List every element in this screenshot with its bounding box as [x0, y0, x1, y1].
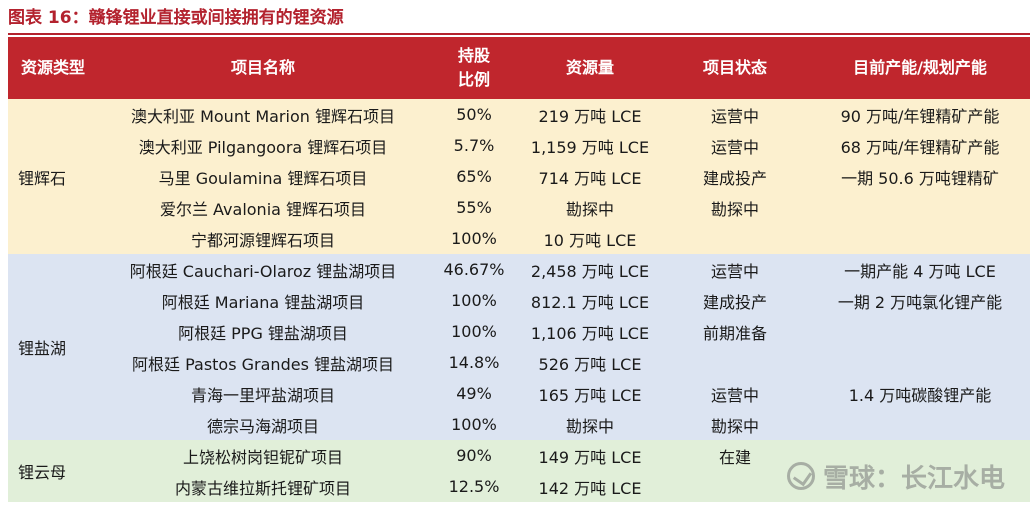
resource-value: 勘探中: [520, 409, 660, 440]
capacity-value: [810, 192, 1030, 223]
project-name: 阿根廷 Mariana 锂盐湖项目: [98, 285, 428, 316]
project-name: 德宗马海湖项目: [98, 409, 428, 440]
share-value: 49%: [428, 378, 520, 409]
header-share-line1: 持股: [457, 46, 490, 65]
resource-value: 2,458 万吨 LCE: [520, 254, 660, 285]
project-name: 马里 Goulamina 锂辉石项目: [98, 161, 428, 192]
table-row: 内蒙古维拉斯托锂矿项目 12.5% 142 万吨 LCE: [8, 471, 1030, 502]
status-value: 勘探中: [660, 409, 810, 440]
project-name: 内蒙古维拉斯托锂矿项目: [98, 471, 428, 502]
capacity-value: [810, 440, 1030, 471]
resource-value: 526 万吨 LCE: [520, 347, 660, 378]
status-value: [660, 347, 810, 378]
resource-value: 142 万吨 LCE: [520, 471, 660, 502]
share-value: 14.8%: [428, 347, 520, 378]
status-value: 建成投产: [660, 161, 810, 192]
table-row: 阿根廷 Pastos Grandes 锂盐湖项目 14.8% 526 万吨 LC…: [8, 347, 1030, 378]
table-row: 爱尔兰 Avalonia 锂辉石项目 55% 勘探中 勘探中: [8, 192, 1030, 223]
project-name: 爱尔兰 Avalonia 锂辉石项目: [98, 192, 428, 223]
share-value: 90%: [428, 440, 520, 471]
project-name: 宁都河源锂辉石项目: [98, 223, 428, 254]
project-name: 阿根廷 Pastos Grandes 锂盐湖项目: [98, 347, 428, 378]
capacity-value: 一期产能 4 万吨 LCE: [810, 254, 1030, 285]
header-project-name: 项目名称: [98, 37, 428, 99]
header-resource-amount: 资源量: [520, 37, 660, 99]
table-row: 青海一里坪盐湖项目 49% 165 万吨 LCE 运营中 1.4 万吨碳酸锂产能: [8, 378, 1030, 409]
group-spodumene: 锂辉石: [8, 99, 98, 254]
table-row: 阿根廷 PPG 锂盐湖项目 100% 1,106 万吨 LCE 前期准备: [8, 316, 1030, 347]
header-share-line2: 比例: [457, 70, 490, 89]
capacity-value: 68 万吨/年锂精矿产能: [810, 130, 1030, 161]
figure-title: 图表 16：赣锋锂业直接或间接拥有的锂资源: [8, 8, 344, 28]
project-name: 上饶松树岗钽铌矿项目: [98, 440, 428, 471]
table-row: 宁都河源锂辉石项目 100% 10 万吨 LCE: [8, 223, 1030, 254]
table-row: 德宗马海湖项目 100% 勘探中 勘探中: [8, 409, 1030, 440]
share-value: 12.5%: [428, 471, 520, 502]
resource-value: 219 万吨 LCE: [520, 99, 660, 130]
status-value: 勘探中: [660, 192, 810, 223]
project-name: 澳大利亚 Pilgangoora 锂辉石项目: [98, 130, 428, 161]
capacity-value: [810, 409, 1030, 440]
table-row: 锂盐湖 阿根廷 Cauchari-Olaroz 锂盐湖项目 46.67% 2,4…: [8, 254, 1030, 440]
table-row: 锂云母 上饶松树岗钽铌矿项目 90% 149 万吨 LCE 在建: [8, 440, 1030, 502]
project-name: 澳大利亚 Mount Marion 锂辉石项目: [98, 99, 428, 130]
share-value: 65%: [428, 161, 520, 192]
header-capacity: 目前产能/规划产能: [810, 37, 1030, 99]
capacity-value: [810, 471, 1030, 502]
resource-value: 149 万吨 LCE: [520, 440, 660, 471]
capacity-value: 一期 2 万吨氯化锂产能: [810, 285, 1030, 316]
table-header-row: 资源类型 项目名称 持股比例 资源量 项目状态 目前产能/规划产能: [8, 37, 1030, 99]
resource-value: 勘探中: [520, 192, 660, 223]
status-value: 前期准备: [660, 316, 810, 347]
capacity-value: [810, 316, 1030, 347]
project-name: 阿根廷 PPG 锂盐湖项目: [98, 316, 428, 347]
project-name: 青海一里坪盐湖项目: [98, 378, 428, 409]
share-value: 100%: [428, 223, 520, 254]
lithium-resources-table: 资源类型 项目名称 持股比例 资源量 项目状态 目前产能/规划产能 锂辉石 澳大…: [8, 37, 1030, 502]
project-name: 阿根廷 Cauchari-Olaroz 锂盐湖项目: [98, 254, 428, 285]
group-mica: 锂云母: [8, 440, 98, 502]
share-value: 50%: [428, 99, 520, 130]
header-resource-type: 资源类型: [8, 37, 98, 99]
capacity-value: [810, 223, 1030, 254]
header-project-status: 项目状态: [660, 37, 810, 99]
status-value: [660, 223, 810, 254]
status-value: [660, 471, 810, 502]
share-value: 100%: [428, 409, 520, 440]
capacity-value: 90 万吨/年锂精矿产能: [810, 99, 1030, 130]
status-value: 运营中: [660, 99, 810, 130]
table-row: 澳大利亚 Pilgangoora 锂辉石项目 5.7% 1,159 万吨 LCE…: [8, 130, 1030, 161]
header-share: 持股 比例: [428, 37, 520, 99]
resource-value: 1,159 万吨 LCE: [520, 130, 660, 161]
resource-value: 714 万吨 LCE: [520, 161, 660, 192]
status-value: 建成投产: [660, 285, 810, 316]
status-value: 在建: [660, 440, 810, 471]
title-divider: [8, 33, 1030, 35]
table-row: 阿根廷 Mariana 锂盐湖项目 100% 812.1 万吨 LCE 建成投产…: [8, 285, 1030, 316]
share-value: 46.67%: [428, 254, 520, 285]
status-value: 运营中: [660, 254, 810, 285]
table-row: 锂辉石 澳大利亚 Mount Marion 锂辉石项目 50% 219 万吨 L…: [8, 99, 1030, 254]
resource-value: 165 万吨 LCE: [520, 378, 660, 409]
status-value: 运营中: [660, 130, 810, 161]
group-brine: 锂盐湖: [8, 254, 98, 440]
share-value: 55%: [428, 192, 520, 223]
share-value: 100%: [428, 285, 520, 316]
share-value: 5.7%: [428, 130, 520, 161]
table-row: 马里 Goulamina 锂辉石项目 65% 714 万吨 LCE 建成投产 一…: [8, 161, 1030, 192]
resource-value: 812.1 万吨 LCE: [520, 285, 660, 316]
resource-value: 1,106 万吨 LCE: [520, 316, 660, 347]
resource-value: 10 万吨 LCE: [520, 223, 660, 254]
status-value: 运营中: [660, 378, 810, 409]
capacity-value: 1.4 万吨碳酸锂产能: [810, 378, 1030, 409]
share-value: 100%: [428, 316, 520, 347]
capacity-value: [810, 347, 1030, 378]
capacity-value: 一期 50.6 万吨锂精矿: [810, 161, 1030, 192]
